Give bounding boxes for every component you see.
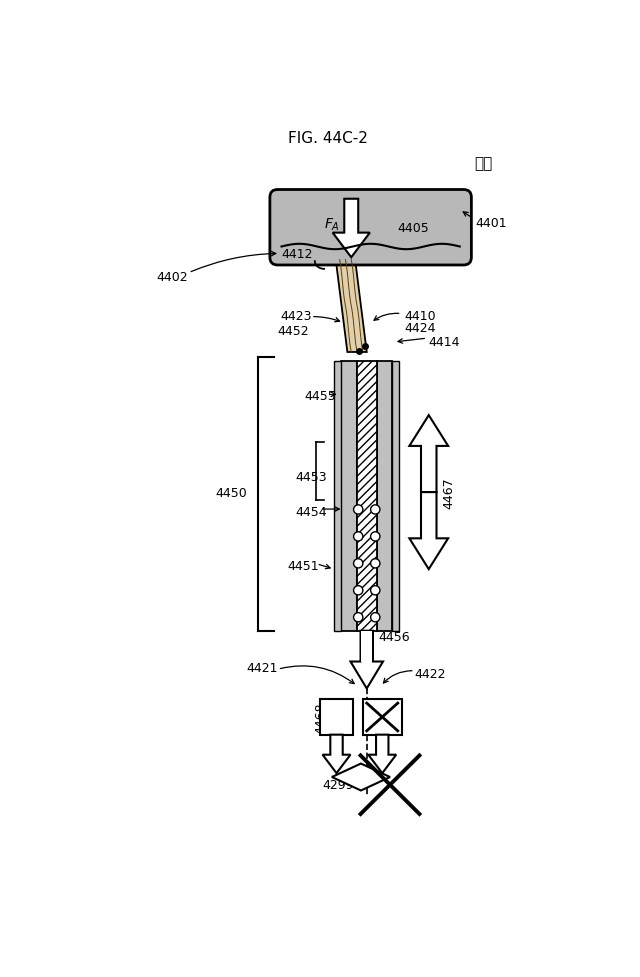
Text: 4410: 4410 xyxy=(404,309,436,322)
Text: 4423: 4423 xyxy=(280,309,312,322)
Bar xyxy=(356,361,377,631)
Text: FIG. 44C-2: FIG. 44C-2 xyxy=(288,131,368,147)
Text: 4424: 4424 xyxy=(404,321,435,334)
FancyArrow shape xyxy=(368,735,396,774)
Circle shape xyxy=(353,613,363,622)
Text: 4422: 4422 xyxy=(415,667,446,680)
Circle shape xyxy=(353,586,363,595)
Bar xyxy=(392,361,399,631)
FancyArrow shape xyxy=(333,199,370,258)
Text: 4412: 4412 xyxy=(282,247,313,261)
Bar xyxy=(362,631,372,661)
FancyArrow shape xyxy=(410,492,448,570)
Text: 4454: 4454 xyxy=(296,505,327,519)
Circle shape xyxy=(371,505,380,515)
Text: 4402: 4402 xyxy=(156,271,188,283)
FancyArrow shape xyxy=(410,415,448,492)
Text: 4401: 4401 xyxy=(476,217,507,230)
Bar xyxy=(363,700,402,735)
Circle shape xyxy=(371,532,380,541)
Text: 4405: 4405 xyxy=(397,222,429,234)
Text: 4456: 4456 xyxy=(378,631,410,644)
Text: 4414: 4414 xyxy=(429,336,460,349)
Text: 4299: 4299 xyxy=(323,779,354,791)
Text: 4d69: 4d69 xyxy=(365,710,397,724)
Bar xyxy=(341,361,356,631)
Text: 4451: 4451 xyxy=(288,559,319,573)
FancyArrow shape xyxy=(351,631,383,689)
Bar xyxy=(377,361,392,631)
Circle shape xyxy=(371,559,380,569)
Text: $F_A$: $F_A$ xyxy=(324,217,340,234)
Polygon shape xyxy=(332,764,390,790)
Text: 4455: 4455 xyxy=(305,390,337,403)
Polygon shape xyxy=(336,260,367,353)
Circle shape xyxy=(353,559,363,569)
Text: 4450: 4450 xyxy=(216,487,248,499)
Text: 4468: 4468 xyxy=(314,701,327,733)
Text: 外力: 外力 xyxy=(474,155,492,171)
Bar xyxy=(334,361,341,631)
Text: 4453: 4453 xyxy=(296,471,327,484)
Circle shape xyxy=(371,586,380,595)
Circle shape xyxy=(371,613,380,622)
FancyArrow shape xyxy=(323,735,351,774)
FancyBboxPatch shape xyxy=(270,191,472,266)
Bar xyxy=(320,700,353,735)
Circle shape xyxy=(353,505,363,515)
Text: 4421: 4421 xyxy=(246,661,278,674)
Circle shape xyxy=(353,532,363,541)
Text: 4467: 4467 xyxy=(443,477,456,508)
Text: 4452: 4452 xyxy=(278,324,309,338)
